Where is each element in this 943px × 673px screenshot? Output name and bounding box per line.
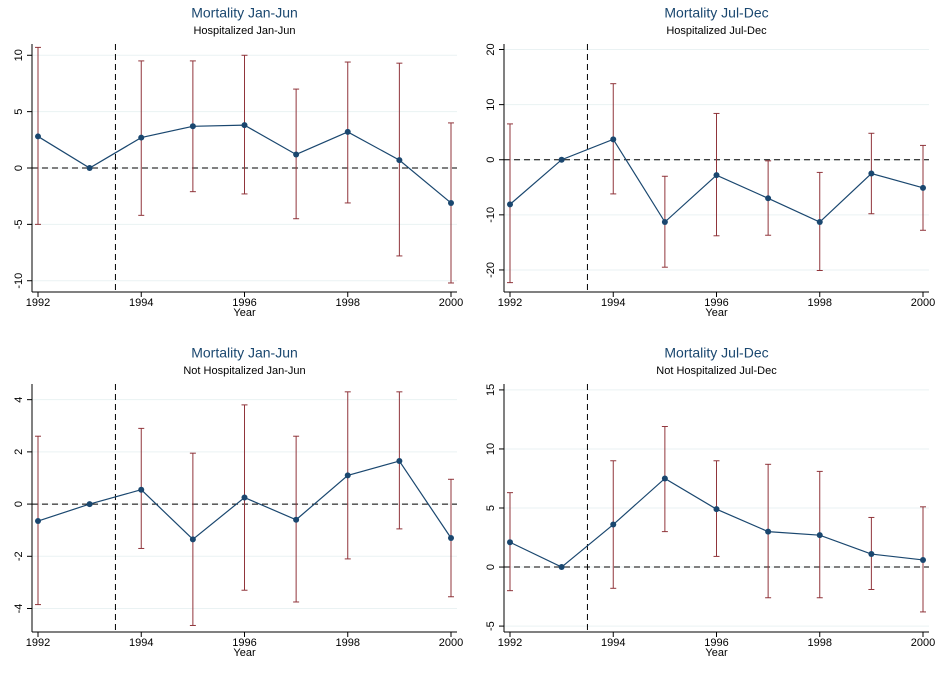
point bbox=[765, 195, 772, 202]
point bbox=[920, 184, 926, 191]
y-tick-label: 5 bbox=[13, 109, 25, 115]
point bbox=[920, 556, 926, 563]
y-tick-label: 5 bbox=[485, 505, 497, 511]
x-tick-label: 1998 bbox=[336, 297, 360, 309]
point bbox=[189, 536, 196, 543]
y-tick-label: 0 bbox=[13, 501, 25, 507]
point bbox=[610, 521, 617, 528]
x-tick-label: 2000 bbox=[439, 297, 463, 309]
y-tick-label: 10 bbox=[13, 49, 25, 61]
point bbox=[35, 518, 41, 525]
point bbox=[868, 551, 875, 558]
point bbox=[241, 494, 248, 501]
point bbox=[293, 516, 300, 523]
y-tick-label: -10 bbox=[13, 273, 25, 289]
chart-subtitle: Not Hospitalized Jan-Jun bbox=[183, 365, 305, 377]
point bbox=[293, 151, 300, 158]
x-tick-label: 1998 bbox=[336, 637, 360, 649]
point bbox=[713, 506, 720, 513]
y-tick-label: -20 bbox=[485, 262, 497, 278]
x-tick-label: 1998 bbox=[808, 297, 832, 309]
panel: Mortality Jan-Jun Hospitalized Jan-Jun -10… bbox=[13, 5, 463, 319]
point bbox=[396, 458, 403, 465]
x-axis-label: Year bbox=[705, 307, 728, 319]
x-tick-label: 1992 bbox=[498, 297, 522, 309]
x-tick-label: 1998 bbox=[808, 637, 832, 649]
point bbox=[344, 472, 351, 479]
point bbox=[35, 133, 41, 140]
point bbox=[86, 501, 93, 508]
chart-title: Mortality Jul-Dec bbox=[664, 345, 768, 361]
point bbox=[396, 157, 403, 164]
y-tick-label: 15 bbox=[485, 384, 497, 396]
x-tick-label: 1996 bbox=[232, 637, 256, 649]
chart-title: Mortality Jul-Dec bbox=[664, 5, 768, 21]
point bbox=[507, 539, 513, 546]
y-tick-label: 0 bbox=[13, 165, 25, 171]
y-tick-label: -5 bbox=[13, 219, 25, 229]
chart-subtitle: Hospitalized Jan-Jun bbox=[193, 25, 295, 37]
point bbox=[344, 128, 351, 135]
y-tick-label: -4 bbox=[13, 604, 25, 614]
x-tick-label: 1992 bbox=[498, 637, 522, 649]
x-tick-label: 2000 bbox=[911, 297, 935, 309]
x-axis-label: Year bbox=[233, 307, 256, 319]
x-tick-label: 1996 bbox=[232, 297, 256, 309]
x-tick-label: 1992 bbox=[26, 637, 50, 649]
point bbox=[448, 199, 454, 206]
point bbox=[448, 535, 454, 542]
panel: Mortality Jan-Jun Not Hospitalized Jan-Ju… bbox=[13, 345, 463, 659]
y-tick-label: 0 bbox=[485, 157, 497, 163]
x-tick-label: 1994 bbox=[129, 297, 153, 309]
x-tick-label: 1994 bbox=[601, 297, 625, 309]
chart-title: Mortality Jan-Jun bbox=[191, 5, 298, 21]
chart-subtitle: Hospitalized Jul-Dec bbox=[666, 25, 767, 37]
chart-subtitle: Not Hospitalized Jul-Dec bbox=[656, 365, 777, 377]
y-tick-label: 20 bbox=[485, 43, 497, 55]
x-tick-label: 1996 bbox=[704, 637, 728, 649]
y-tick-label: -5 bbox=[485, 621, 497, 631]
point bbox=[241, 122, 248, 129]
point bbox=[138, 134, 145, 141]
y-tick-label: -2 bbox=[13, 551, 25, 561]
point bbox=[765, 528, 772, 535]
x-tick-label: 1992 bbox=[26, 297, 50, 309]
point bbox=[816, 219, 823, 226]
panel: Mortality Jul-Dec Not Hospitalized Jul-De… bbox=[485, 345, 935, 659]
point bbox=[816, 532, 823, 539]
point bbox=[189, 123, 196, 130]
point bbox=[713, 172, 720, 179]
x-tick-label: 2000 bbox=[439, 637, 463, 649]
chart-title: Mortality Jan-Jun bbox=[191, 345, 298, 361]
point bbox=[661, 475, 668, 482]
point bbox=[868, 170, 875, 177]
x-tick-label: 1994 bbox=[601, 637, 625, 649]
point bbox=[610, 136, 617, 143]
panel: Mortality Jul-Dec Hospitalized Jul-Dec -20… bbox=[485, 5, 935, 319]
x-tick-label: 1996 bbox=[704, 297, 728, 309]
x-axis-label: Year bbox=[233, 647, 256, 659]
x-axis-label: Year bbox=[705, 647, 728, 659]
point bbox=[507, 201, 513, 208]
y-tick-label: 0 bbox=[485, 564, 497, 570]
y-tick-label: 4 bbox=[13, 397, 25, 403]
point bbox=[138, 486, 145, 493]
y-tick-label: 10 bbox=[485, 443, 497, 455]
point bbox=[558, 564, 565, 571]
x-tick-label: 2000 bbox=[911, 637, 935, 649]
y-tick-label: 2 bbox=[13, 449, 25, 455]
point bbox=[558, 156, 565, 163]
y-tick-label: 10 bbox=[485, 98, 497, 110]
y-tick-label: -10 bbox=[485, 207, 497, 223]
point bbox=[86, 165, 93, 171]
x-tick-label: 1994 bbox=[129, 637, 153, 649]
point bbox=[661, 219, 668, 226]
